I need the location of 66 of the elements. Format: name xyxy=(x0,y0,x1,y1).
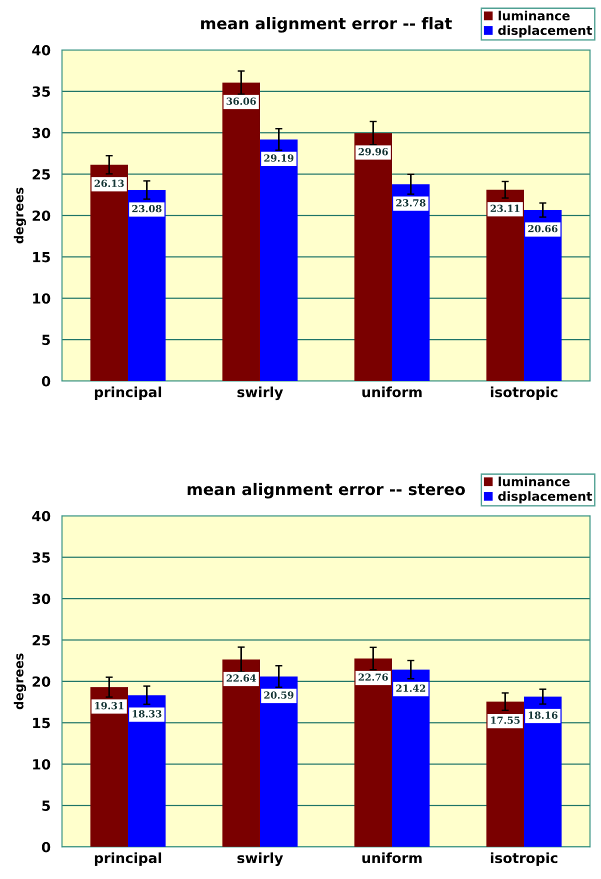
x-tick-label: uniform xyxy=(362,852,422,864)
x-tick-label: isotropic xyxy=(490,386,558,400)
chart-title: mean alignment error -- flat xyxy=(201,17,452,33)
bar xyxy=(90,687,128,847)
y-tick-label: 0 xyxy=(42,842,50,852)
y-tick-label: 30 xyxy=(32,128,50,138)
x-tick-label: isotropic xyxy=(490,852,558,866)
y-tick-label: 20 xyxy=(32,676,50,687)
legend-label: displacement xyxy=(498,25,592,38)
x-tick-label: swirly xyxy=(237,852,284,866)
bar xyxy=(222,660,260,847)
y-tick-label: 35 xyxy=(32,552,50,563)
y-tick-label: 15 xyxy=(33,252,50,262)
data-label: 19.31 xyxy=(95,702,124,710)
bar xyxy=(260,139,298,381)
bar xyxy=(260,676,298,847)
bar xyxy=(392,184,430,381)
bar xyxy=(90,164,128,381)
bar xyxy=(486,702,524,847)
y-tick-label: 5 xyxy=(42,800,50,811)
x-tick-label: principal xyxy=(94,386,162,400)
data-label: 23.78 xyxy=(396,199,426,206)
y-axis-title: degrees xyxy=(14,188,26,244)
x-tick-label: principal xyxy=(94,852,162,866)
y-tick-label: 10 xyxy=(33,759,50,770)
legend-label: displacement xyxy=(498,491,592,504)
data-label: 36.06 xyxy=(226,98,256,105)
x-tick-label: uniform xyxy=(362,386,422,398)
bar xyxy=(524,210,562,381)
y-tick-label: 40 xyxy=(32,44,50,56)
y-axis-title: degrees xyxy=(14,653,26,710)
chart-title: mean alignment error -- stereo xyxy=(188,482,465,498)
y-tick-label: 25 xyxy=(32,634,50,646)
bar xyxy=(128,695,166,847)
y-tick-label: 10 xyxy=(33,293,50,304)
bar xyxy=(354,658,392,847)
data-label: 23.11 xyxy=(490,204,520,212)
bar xyxy=(524,696,562,847)
data-label: 18.33 xyxy=(132,710,162,718)
data-label: 29.96 xyxy=(358,148,388,156)
data-label: 29.19 xyxy=(264,154,294,162)
bar xyxy=(128,190,166,381)
y-tick-label: 35 xyxy=(32,86,50,97)
data-label: 18.16 xyxy=(528,712,558,719)
x-tick-label: swirly xyxy=(237,386,284,400)
y-tick-label: 25 xyxy=(32,169,50,180)
data-label: 22.76 xyxy=(358,673,388,681)
data-label: 20.66 xyxy=(528,224,558,232)
bar xyxy=(222,82,260,381)
y-tick-label: 15 xyxy=(33,718,50,728)
data-label: 22.64 xyxy=(226,674,256,682)
data-label: 21.42 xyxy=(396,684,426,692)
legend-label: luminance xyxy=(498,10,570,20)
y-tick-label: 40 xyxy=(32,510,50,522)
data-label: 20.59 xyxy=(264,691,294,699)
legend-label: luminance xyxy=(498,476,570,486)
data-label: 26.13 xyxy=(94,180,124,188)
bar xyxy=(486,190,524,381)
data-label: 23.08 xyxy=(132,204,162,212)
data-label: 17.55 xyxy=(491,716,520,724)
y-tick-label: 0 xyxy=(42,376,50,386)
bar xyxy=(354,133,392,381)
y-tick-label: 20 xyxy=(32,210,50,221)
y-tick-label: 5 xyxy=(42,334,50,346)
y-tick-label: 30 xyxy=(32,594,50,604)
bar xyxy=(392,670,430,847)
